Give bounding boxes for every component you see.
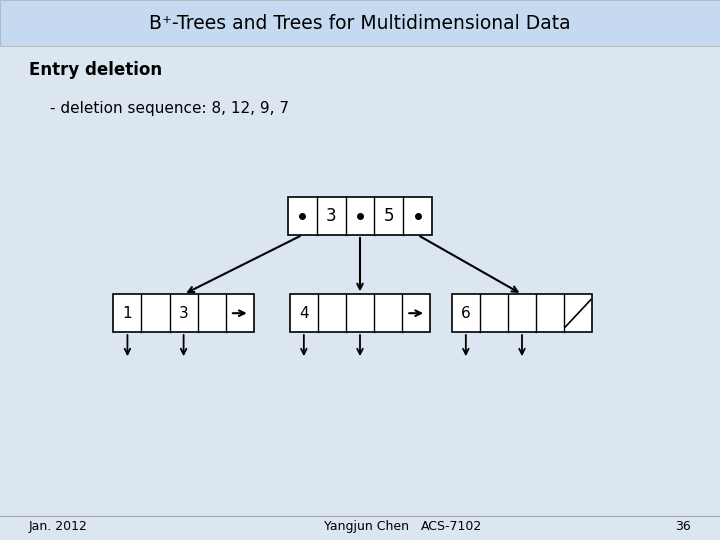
Bar	[288, 197, 432, 235]
Bar	[0, 0, 720, 46]
Text: - deletion sequence: 8, 12, 9, 7: - deletion sequence: 8, 12, 9, 7	[50, 100, 289, 116]
Text: 1: 1	[122, 306, 132, 321]
Text: Yangjun Chen: Yangjun Chen	[324, 520, 409, 533]
Text: 36: 36	[675, 520, 691, 533]
Text: 3: 3	[179, 306, 189, 321]
Text: 4: 4	[299, 306, 309, 321]
Text: B⁺-Trees and Trees for Multidimensional Data: B⁺-Trees and Trees for Multidimensional …	[149, 14, 571, 33]
Text: Entry deletion: Entry deletion	[29, 61, 162, 79]
Text: Jan. 2012: Jan. 2012	[29, 520, 88, 533]
Bar	[114, 294, 254, 332]
Text: 6: 6	[461, 306, 471, 321]
Text: 3: 3	[326, 207, 336, 225]
Bar	[289, 294, 430, 332]
Text: 5: 5	[384, 207, 394, 225]
Bar	[452, 294, 593, 332]
Text: ACS-7102: ACS-7102	[421, 520, 482, 533]
